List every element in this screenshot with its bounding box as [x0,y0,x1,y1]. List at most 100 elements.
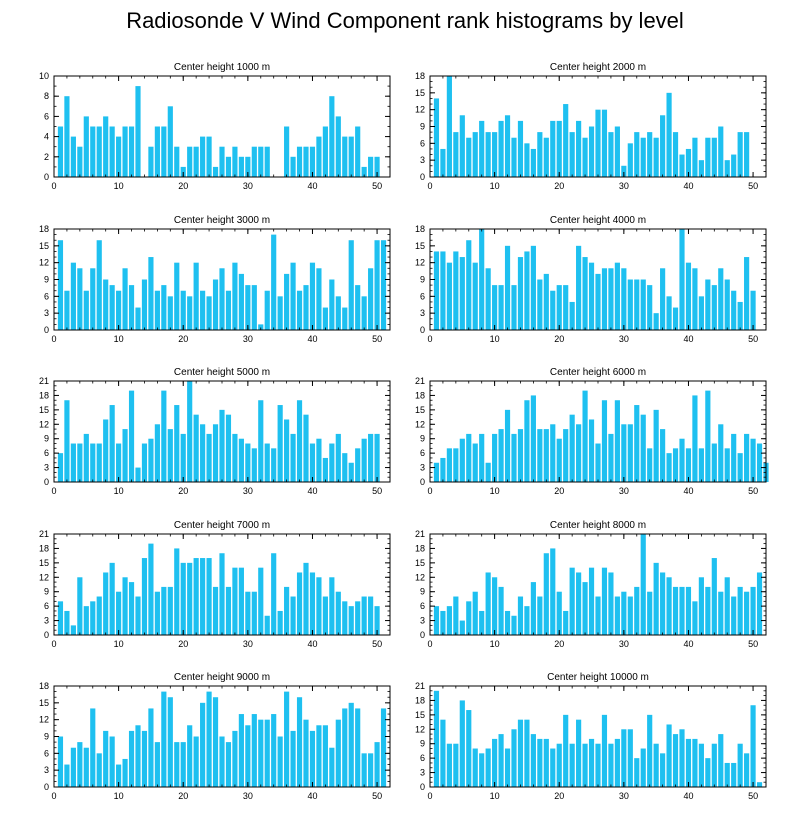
bar [640,534,646,635]
x-tick-label: 40 [307,181,317,191]
bar [627,279,633,330]
bar [440,148,446,177]
x-tick-label: 10 [490,334,500,344]
bar [530,148,536,177]
bar [614,738,620,787]
bar [135,596,141,635]
bar [466,433,472,482]
bar [368,268,374,330]
bar [342,453,348,482]
bar [660,115,666,177]
x-tick-label: 50 [748,639,758,649]
bar [361,753,367,787]
bar [355,448,361,482]
bar [57,126,64,177]
y-tick-label: 3 [44,765,49,775]
bar [161,586,167,635]
x-tick-label: 10 [114,639,124,649]
bar [524,719,530,787]
bar [64,764,70,787]
bar [238,273,244,330]
bar [290,262,296,330]
x-tick-label: 40 [683,639,693,649]
bar [232,433,238,482]
bar [660,753,666,787]
bar [219,268,225,330]
bar [355,285,361,330]
x-tick-label: 30 [243,334,253,344]
bar [640,748,646,787]
bar [472,262,478,330]
y-tick-label: 15 [39,241,49,251]
bar [368,433,374,482]
bar [296,146,303,177]
x-tick-label: 30 [619,334,629,344]
bar [731,596,737,635]
bar [582,582,588,635]
bar [466,710,472,787]
bar [537,132,543,177]
bar [601,109,608,177]
y-tick-label: 12 [39,419,49,429]
bar [251,285,257,330]
bar [621,424,627,482]
bar [161,285,167,330]
bar [193,736,199,787]
bar [692,268,698,330]
bar [232,262,238,330]
bar [685,148,692,177]
bar [245,725,251,787]
panel-title: Center height 10000 m [547,672,649,683]
bar [750,290,756,330]
bar [672,734,679,787]
x-tick-label: 30 [619,639,629,649]
y-tick-label: 12 [415,258,425,268]
bar [627,596,633,635]
x-tick-label: 0 [51,334,56,344]
y-tick-label: 21 [415,376,425,386]
bar [724,448,730,482]
bar [569,414,575,482]
bar [588,419,595,482]
y-tick-label: 6 [44,291,49,301]
bar [180,290,186,330]
bar [653,409,659,482]
x-tick-label: 50 [372,334,382,344]
x-tick-label: 50 [372,791,382,801]
bar [109,405,115,482]
bar [731,290,737,330]
bar [64,400,70,482]
bar [238,567,244,635]
bar [550,548,556,635]
bar [543,273,549,330]
bar [705,586,711,635]
bar [634,279,640,330]
bar [737,453,743,482]
bar [57,240,64,330]
bar [576,120,582,177]
bar [498,586,504,635]
bar [187,296,193,330]
bar [322,457,328,482]
bar [284,126,290,177]
bar [374,240,380,330]
bar [653,137,659,177]
bar [679,154,685,177]
y-tick-label: 0 [44,477,49,487]
bar [348,136,354,177]
x-tick-label: 10 [490,181,500,191]
y-tick-label: 21 [415,681,425,691]
x-tick-label: 0 [51,639,56,649]
bar [756,782,763,787]
bar [440,719,446,787]
bar [187,562,193,635]
bar [329,279,335,330]
bar [116,443,122,482]
bar [355,126,361,177]
bar [472,443,478,482]
y-tick-label: 0 [44,630,49,640]
bar [348,606,354,635]
bar [679,586,685,635]
bar [167,429,173,482]
bar [83,116,89,177]
